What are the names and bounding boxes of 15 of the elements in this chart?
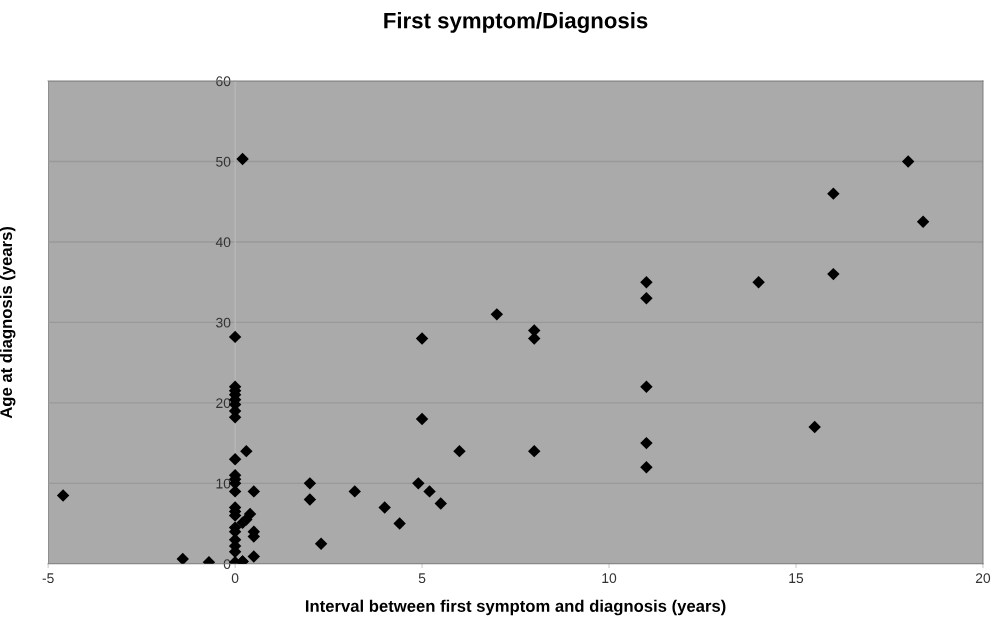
y-tick-label: 20 [216,398,231,409]
y-tick-label: 10 [216,478,231,489]
x-tick-label: -5 [42,573,54,584]
x-tick-label: 10 [602,573,617,584]
y-tick-label: 40 [215,237,231,248]
x-tick-label: 0 [231,573,239,584]
y-tick-label: 50 [216,156,231,167]
x-axis-title: Interval between first symptom and diagnosis (years) [305,599,726,616]
x-tick-label: 5 [418,573,426,584]
x-tick-label: 20 [975,573,991,584]
chart-title: First symptom/Diagnosis [384,12,648,33]
y-axis-title: Age at diagnosis (years) [0,226,16,419]
y-tick-label: 0 [223,559,231,569]
x-tick-label: 15 [789,573,804,584]
y-tick-label: 30 [216,317,231,328]
